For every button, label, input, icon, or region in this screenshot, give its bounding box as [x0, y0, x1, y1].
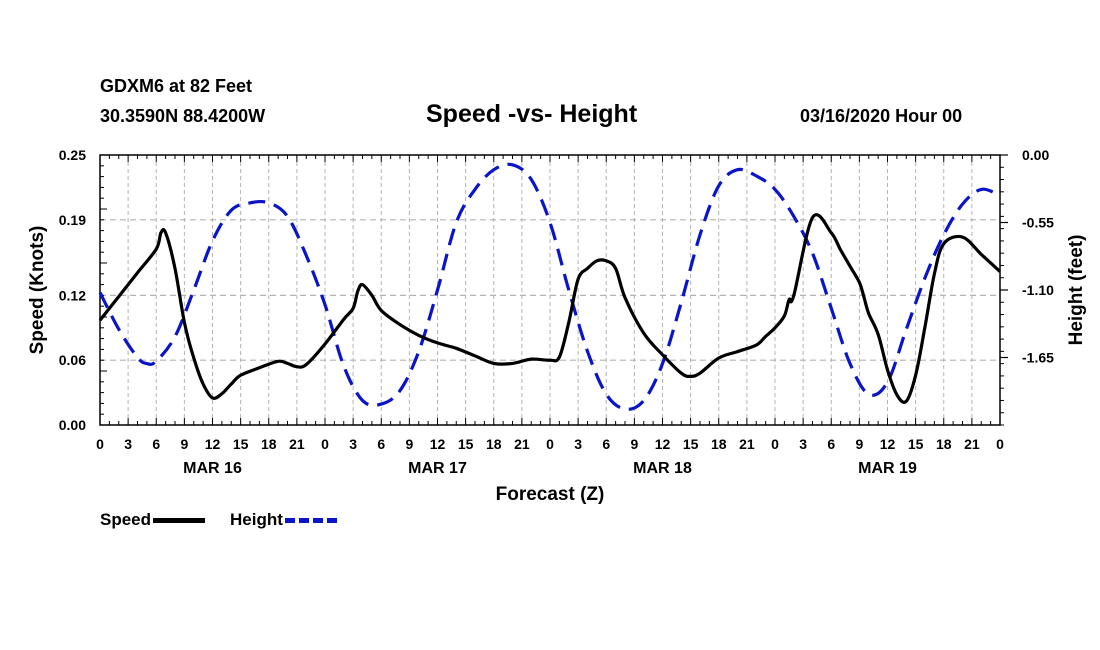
legend-height-label: Height — [230, 510, 283, 530]
x-tick-label-10: 6 — [377, 436, 385, 452]
x-tick-label-21: 15 — [683, 436, 699, 452]
x-tick-label-13: 15 — [458, 436, 474, 452]
x-tick-label-1: 3 — [124, 436, 132, 452]
x-tick-label-25: 3 — [799, 436, 807, 452]
y-tick-label-1: 0.06 — [59, 352, 86, 368]
x-tick-label-12: 12 — [430, 436, 446, 452]
x-tick-label-15: 21 — [514, 436, 530, 452]
y2-tick-label-3: -1.65 — [1022, 350, 1054, 366]
x-tick-label-6: 18 — [261, 436, 277, 452]
y2-tick-label-2: -1.10 — [1022, 282, 1054, 298]
x-tick-label-18: 6 — [602, 436, 610, 452]
legend-speed-label: Speed — [100, 510, 151, 530]
x-tick-label-8: 0 — [321, 436, 329, 452]
x-tick-label-5: 15 — [233, 436, 249, 452]
x-tick-label-19: 9 — [630, 436, 638, 452]
x-tick-label-0: 0 — [96, 436, 104, 452]
date-label-1: MAR 17 — [408, 460, 467, 477]
y2-axis-title: Height (feet) — [1066, 235, 1087, 346]
x-tick-label-22: 18 — [711, 436, 727, 452]
x-tick-label-28: 12 — [880, 436, 896, 452]
y-tick-label-2: 0.12 — [59, 287, 86, 303]
x-tick-label-11: 9 — [405, 436, 413, 452]
date-label-3: MAR 19 — [858, 460, 917, 477]
y-tick-label-4: 0.25 — [59, 147, 86, 163]
x-tick-label-4: 12 — [205, 436, 221, 452]
date-label-0: MAR 16 — [183, 460, 242, 477]
y-tick-label-3: 0.19 — [59, 212, 86, 228]
legend-speed: Speed — [100, 510, 205, 530]
legend-speed-swatch — [153, 518, 205, 523]
x-tick-label-7: 21 — [289, 436, 305, 452]
x-tick-label-14: 18 — [486, 436, 502, 452]
y2-tick-label-1: -0.55 — [1022, 215, 1054, 231]
x-tick-label-32: 0 — [996, 436, 1004, 452]
x-tick-label-16: 0 — [546, 436, 554, 452]
axes-layer — [100, 155, 1008, 425]
x-tick-label-23: 21 — [739, 436, 755, 452]
x-tick-label-17: 3 — [574, 436, 582, 452]
x-axis-title: Forecast (Z) — [496, 484, 605, 505]
y-axis-title: Speed (Knots) — [27, 226, 48, 355]
y-tick-label-0: 0.00 — [59, 417, 86, 433]
x-tick-label-31: 21 — [964, 436, 980, 452]
y2-tick-label-0: 0.00 — [1022, 147, 1049, 163]
grid-layer — [100, 155, 1000, 425]
x-tick-label-2: 6 — [152, 436, 160, 452]
x-tick-label-29: 15 — [908, 436, 924, 452]
legend-height-swatch — [285, 518, 337, 523]
x-tick-label-26: 6 — [827, 436, 835, 452]
x-tick-label-30: 18 — [936, 436, 952, 452]
legend-height: Height — [230, 510, 337, 530]
date-label-2: MAR 18 — [633, 460, 692, 477]
speed-height-chart: 0 3 6 9 12 15 18 21 0 3 6 9 12 15 18 21 0 3 6 9 12 15 18 21 0 3 6 9… — [0, 0, 1100, 650]
x-tick-label-3: 9 — [180, 436, 188, 452]
x-tick-label-9: 3 — [349, 436, 357, 452]
x-tick-label-20: 12 — [655, 436, 671, 452]
x-tick-label-27: 9 — [855, 436, 863, 452]
x-tick-label-24: 0 — [771, 436, 779, 452]
